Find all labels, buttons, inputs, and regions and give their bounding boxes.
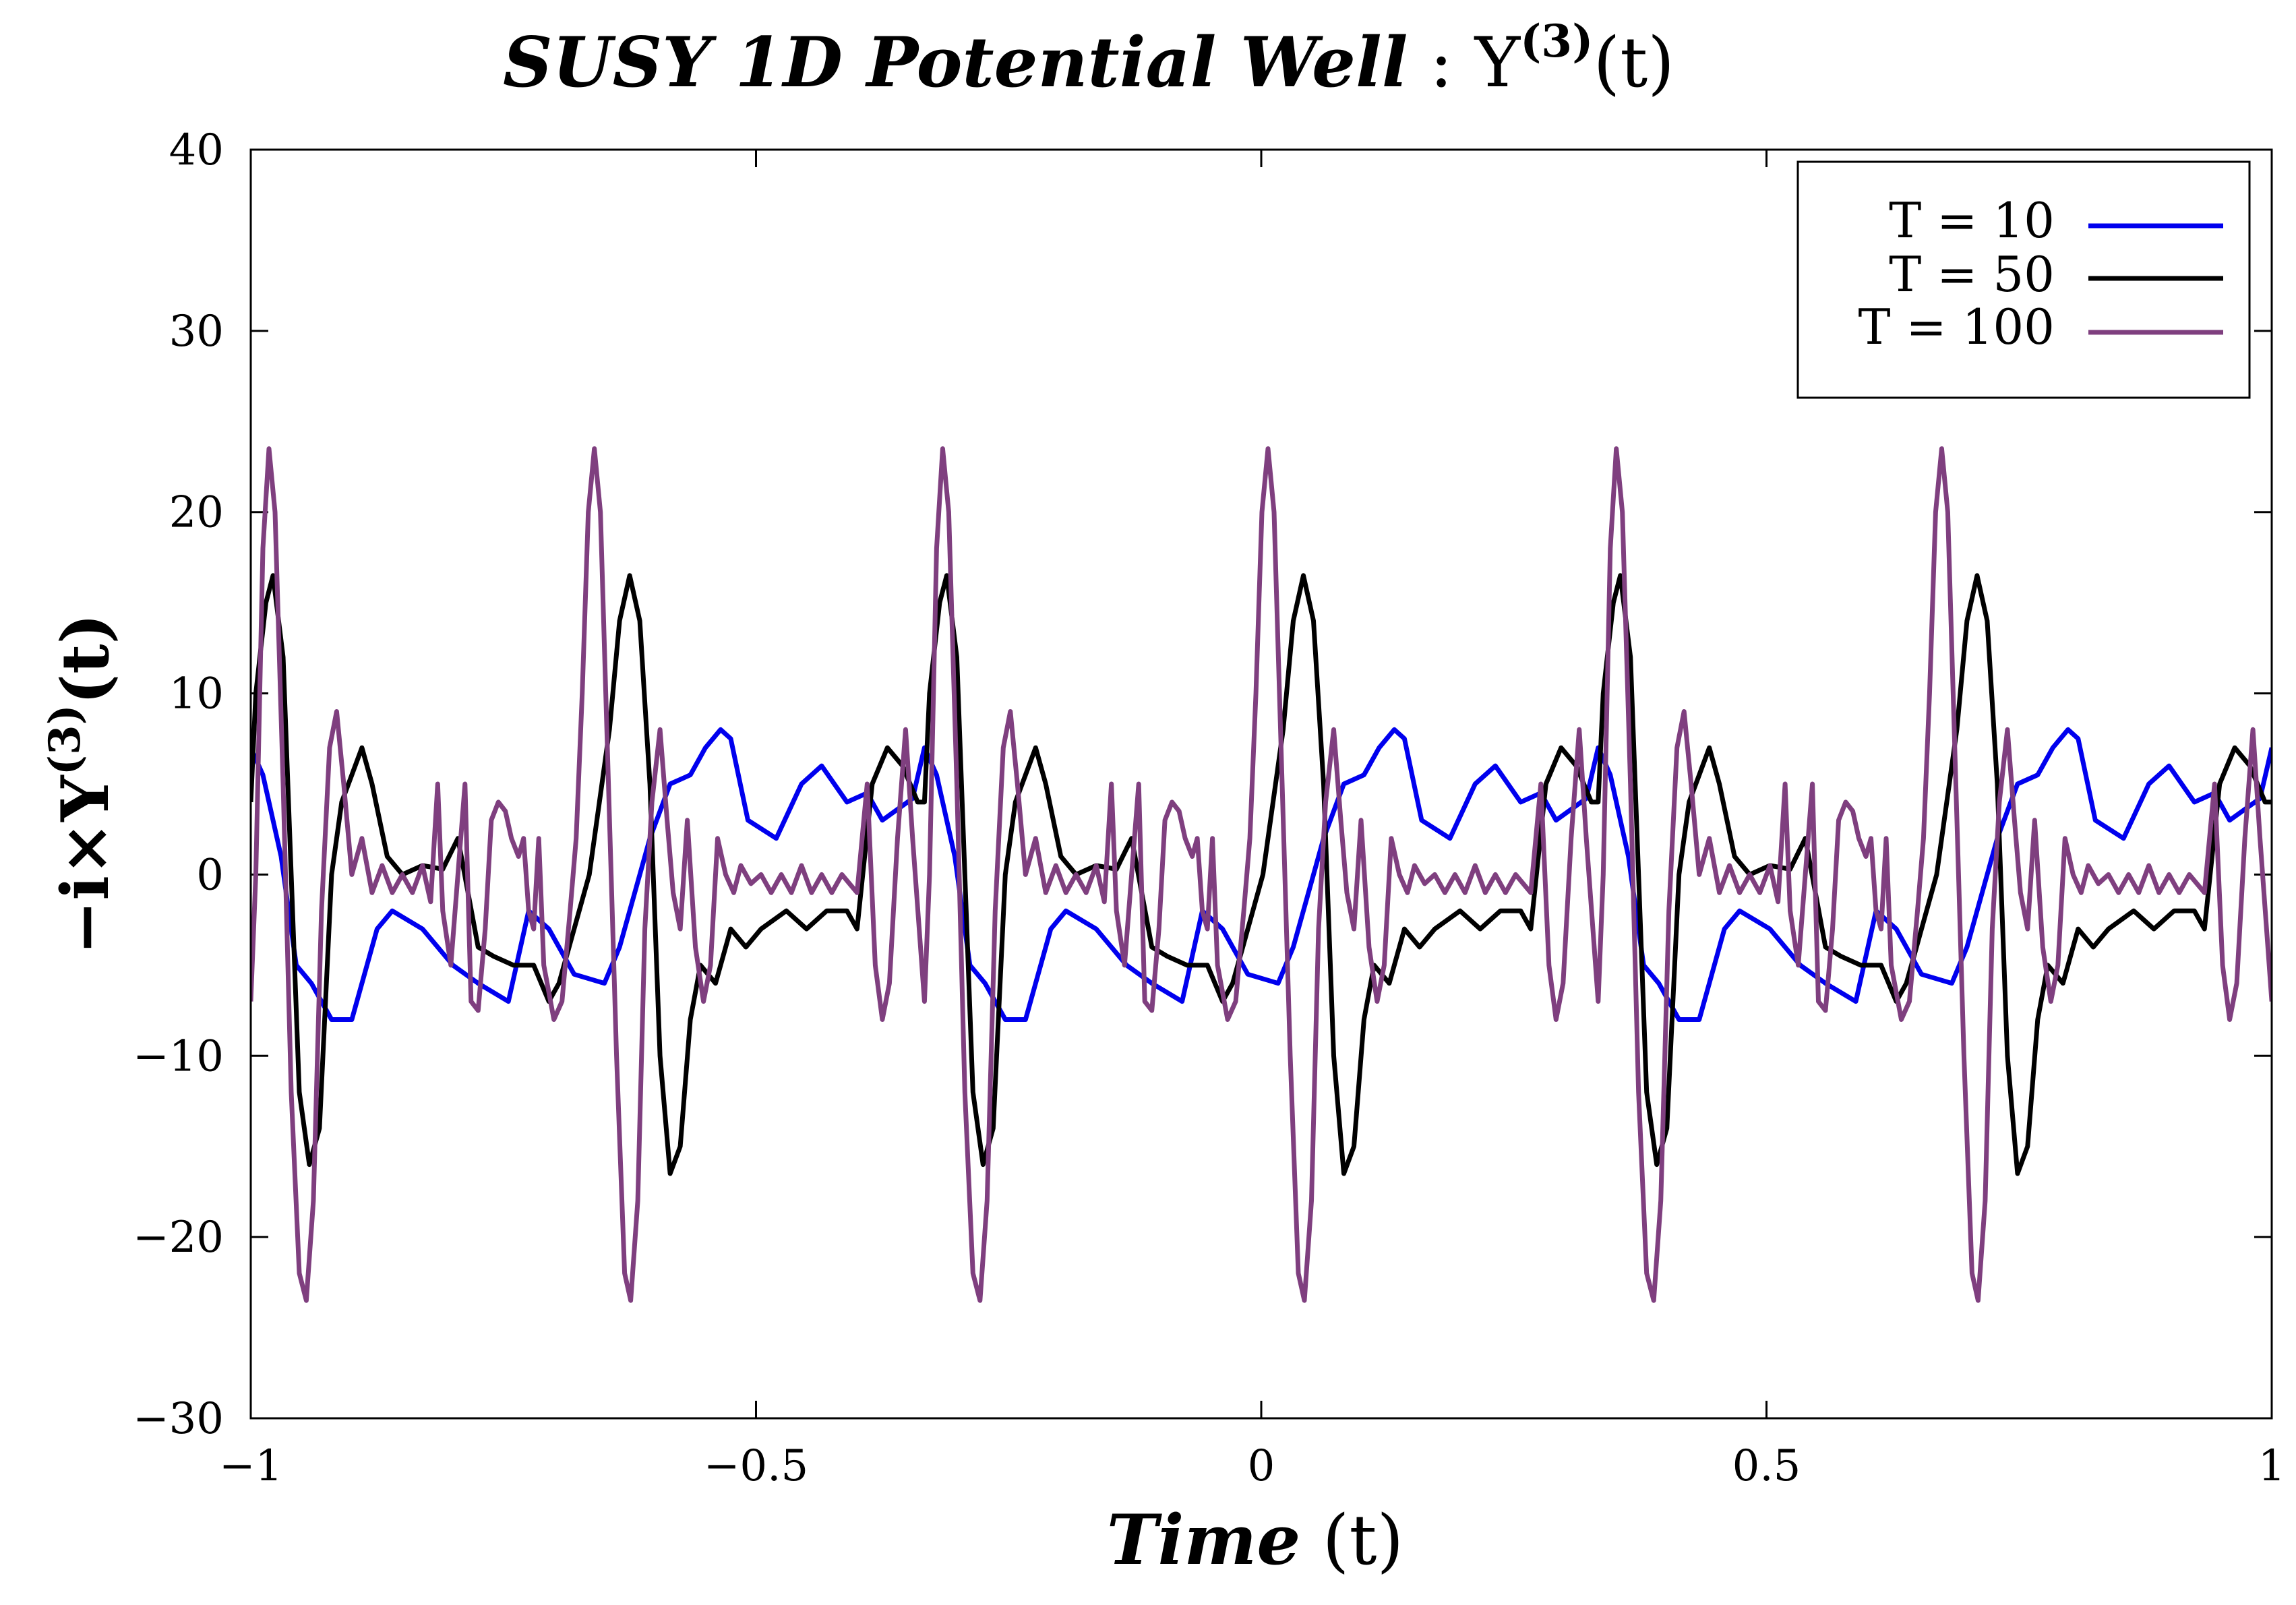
series-line-t50 xyxy=(251,573,2272,1176)
y-tick-label: 30 xyxy=(169,307,224,357)
legend-label-t50: T = 50 xyxy=(1889,246,2055,303)
chart-title-italic: SUSY 1D Potential Well xyxy=(503,22,1408,103)
y-tick-label: 40 xyxy=(169,125,224,175)
y-tick-label: 0 xyxy=(196,850,224,900)
y-axis-ticks: −30 −20 −10 0 10 20 30 40 xyxy=(133,125,2272,1444)
x-tick-label: 1 xyxy=(2258,1441,2286,1491)
x-axis-ticks: −1 −0.5 0 0.5 1 xyxy=(219,150,2286,1491)
legend: T = 10 T = 50 T = 100 xyxy=(1796,160,2251,399)
x-axis-label-normal: (t) xyxy=(1300,1501,1403,1581)
plot-frame xyxy=(249,148,2273,1420)
chart-title-superscript: (3) xyxy=(1520,15,1593,67)
y-tick-label: 20 xyxy=(169,488,224,538)
legend-label-t100: T = 100 xyxy=(1858,299,2055,355)
series-line-t100 xyxy=(251,446,2272,1303)
y-tick-label: −20 xyxy=(133,1213,224,1263)
series-line-t10 xyxy=(251,727,2272,1022)
y-tick-label: −30 xyxy=(133,1394,224,1444)
x-tick-label: −0.5 xyxy=(704,1441,808,1491)
x-tick-label: 0 xyxy=(1248,1441,1275,1491)
series-lines xyxy=(251,446,2272,1303)
chart-title: SUSY 1D Potential Well : Y(3)(t) xyxy=(503,15,1674,103)
x-tick-label: −1 xyxy=(219,1441,282,1491)
y-axis-label-prefix: −i×Y xyxy=(47,775,123,955)
x-tick-label: 0.5 xyxy=(1732,1441,1801,1491)
x-axis-label-italic: Time xyxy=(1107,1500,1300,1581)
chart-title-arg: (t) xyxy=(1593,23,1674,103)
legend-label-t10: T = 10 xyxy=(1889,192,2055,249)
y-axis-label-superscript: (3) xyxy=(40,704,90,775)
y-tick-label: 10 xyxy=(169,669,224,719)
y-tick-label: −10 xyxy=(133,1031,224,1081)
y-axis-label: −i×Y(3)(t) xyxy=(40,613,123,955)
chart-title-symbol: Y xyxy=(1474,23,1521,103)
x-axis-label: Time (t) xyxy=(1107,1500,1403,1581)
chart-title-sep: : xyxy=(1408,23,1475,103)
y-axis-label-suffix: (t) xyxy=(47,613,123,704)
